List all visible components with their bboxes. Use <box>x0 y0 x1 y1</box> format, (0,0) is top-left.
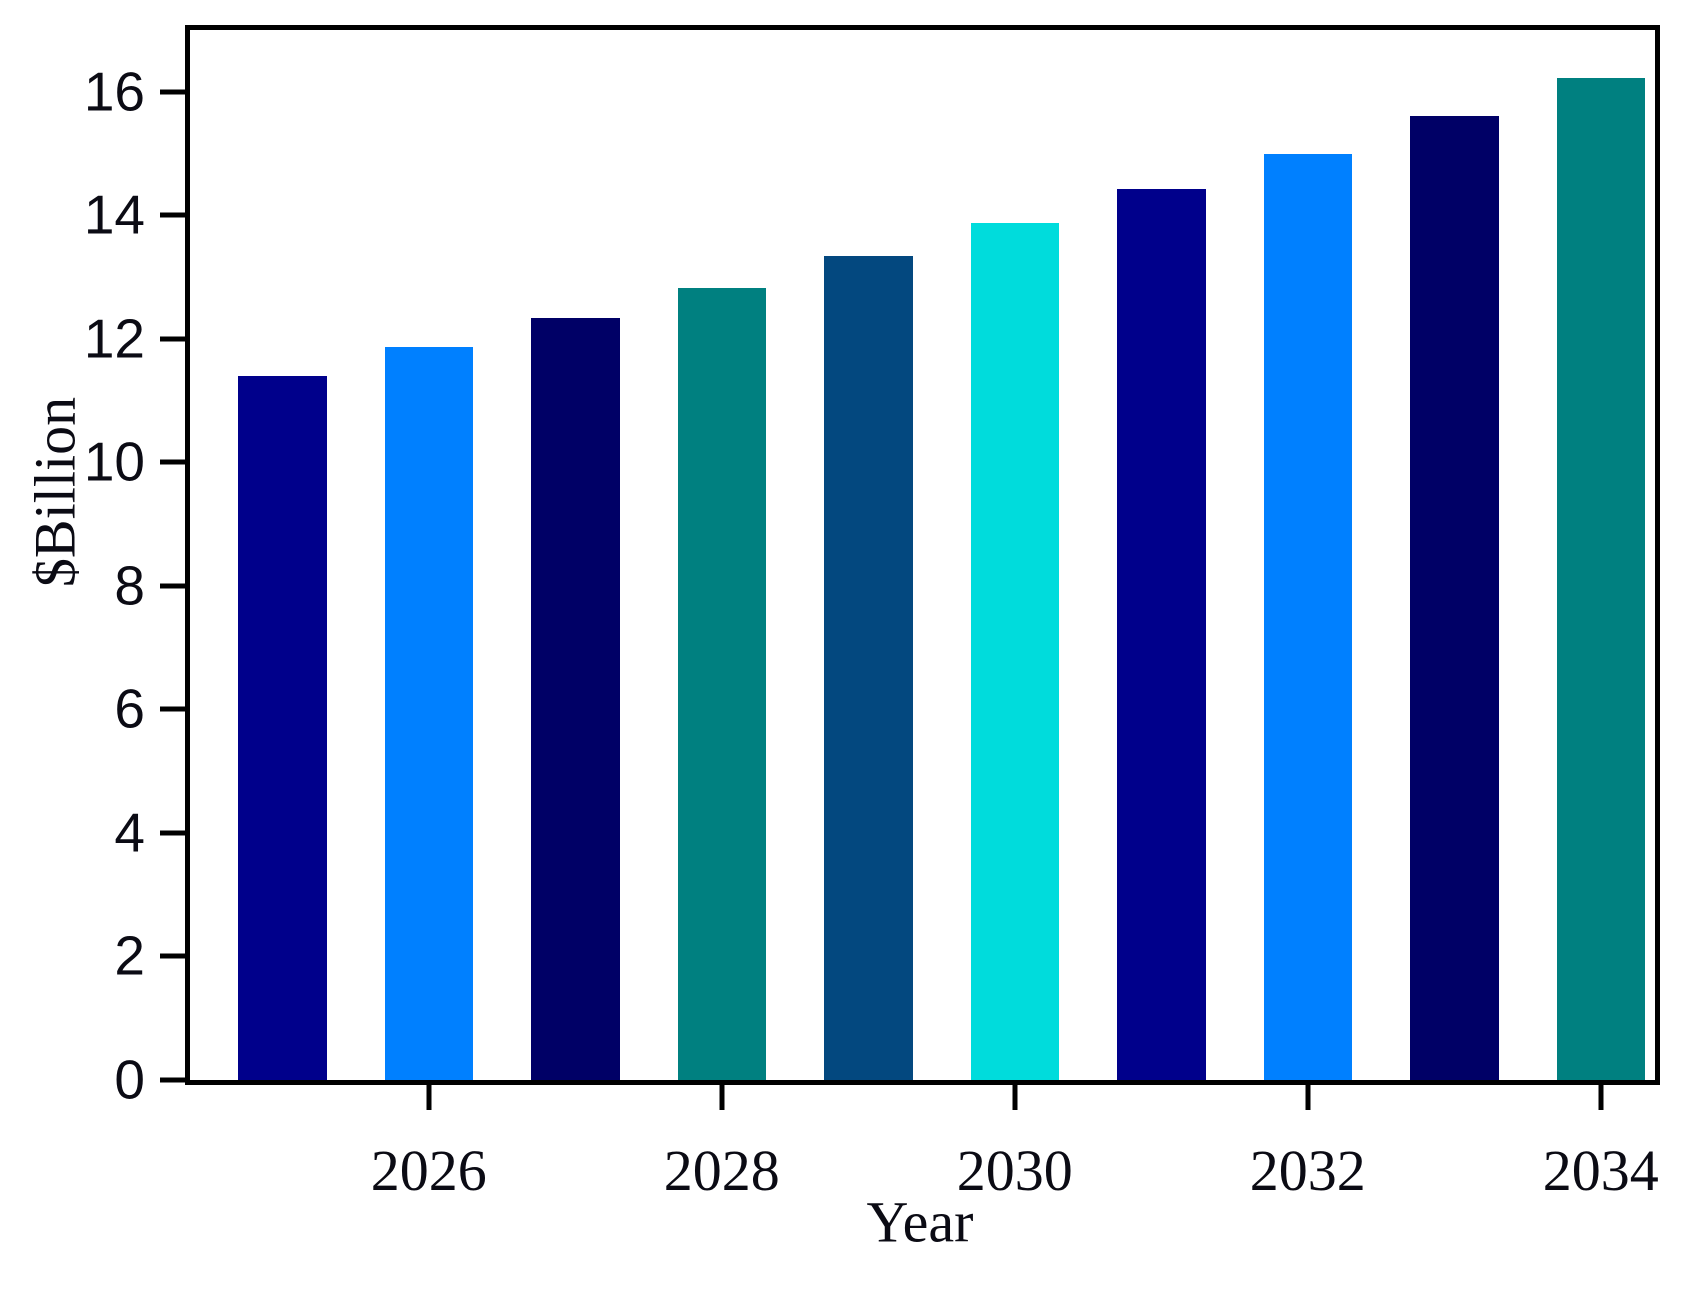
y-tick-mark-8 <box>160 583 185 589</box>
x-tick-label-2028: 2028 <box>663 1138 780 1203</box>
x-tick-mark-2032 <box>1305 1085 1311 1110</box>
bar-2027 <box>531 318 620 1080</box>
y-axis-title: $Billion <box>22 396 88 588</box>
y-tick-mark-16 <box>160 89 185 95</box>
bar-2034 <box>1556 77 1646 1080</box>
y-tick-mark-2 <box>160 953 185 959</box>
x-tick-mark-2030 <box>1012 1085 1018 1110</box>
bar-2030 <box>970 223 1060 1080</box>
x-axis-title: Year <box>866 1189 974 1255</box>
x-tick-label-2034: 2034 <box>1542 1138 1659 1203</box>
y-tick-label-12: 12 <box>83 307 145 370</box>
y-tick-label-14: 14 <box>83 183 145 246</box>
bar-2029 <box>824 256 913 1080</box>
plot-area: 0 2 4 6 8 10 12 14 16 2026 2028 2030 2032 2034 <box>84 25 1660 1200</box>
y-tick-label-16: 16 <box>83 60 145 123</box>
x-tick-label-2030: 2030 <box>956 1138 1073 1203</box>
y-tick-label-8: 8 <box>114 554 145 617</box>
y-tick-mark-4 <box>160 830 185 836</box>
y-tick-label-10: 10 <box>83 430 145 493</box>
y-tick-mark-14 <box>160 212 185 218</box>
x-tick-mark-2034 <box>1598 1085 1604 1110</box>
y-tick-label-0: 0 <box>114 1048 145 1111</box>
bar-2032 <box>1263 153 1353 1080</box>
bar-2033 <box>1410 116 1499 1080</box>
bar-2031 <box>1117 188 1206 1080</box>
x-tick-mark-2026 <box>426 1085 432 1110</box>
y-tick-label-6: 6 <box>114 677 145 740</box>
bar-2028 <box>677 287 767 1080</box>
bar-2026 <box>384 347 474 1080</box>
y-tick-mark-12 <box>160 336 185 342</box>
y-tick-mark-0 <box>160 1077 185 1083</box>
y-tick-label-4: 4 <box>114 801 145 864</box>
x-tick-label-2032: 2032 <box>1249 1138 1366 1203</box>
y-tick-label-2: 2 <box>114 924 145 987</box>
bar-2025 <box>238 375 327 1080</box>
x-tick-mark-2028 <box>719 1085 725 1110</box>
y-tick-mark-10 <box>160 459 185 465</box>
x-tick-label-2026: 2026 <box>370 1138 487 1203</box>
y-tick-mark-6 <box>160 706 185 712</box>
